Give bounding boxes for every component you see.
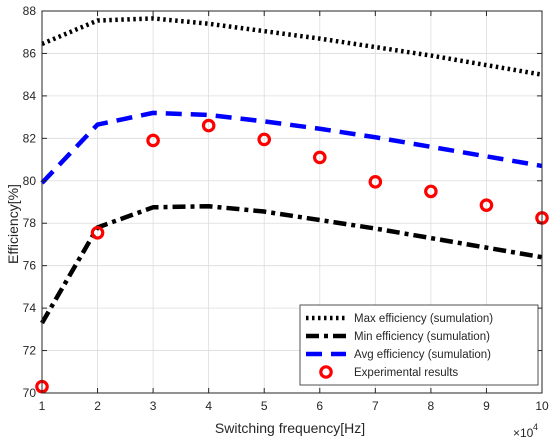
y-tick-label: 72 [23,344,37,358]
x-tick-label: 7 [372,399,379,413]
series-min-efficiency-sumulation [40,203,543,325]
series-max-efficiency-sumulation [41,16,543,77]
series-line [40,203,543,325]
legend-box [299,304,539,386]
x-multiplier-base: ×10 [513,426,534,440]
x-multiplier-exponent: 4 [533,422,538,432]
data-point [146,133,160,148]
x-tick-label: 1 [39,399,46,413]
x-tick-label: 6 [316,399,323,413]
legend-label: Min efficiency (sumulation) [354,331,490,343]
x-tick-label: 5 [261,399,268,413]
data-point [257,132,272,147]
x-tick-label: 2 [94,399,101,413]
data-point [479,198,494,212]
legend-label: Max efficiency (sumulation) [354,313,493,325]
y-tick-label: 80 [23,174,37,188]
legend-label: Avg efficiency (sumulation) [354,349,491,361]
data-point [201,118,216,133]
legend: Max efficiency (sumulation) Min efficienc… [299,304,539,386]
legend-marker [319,365,333,379]
plot-frame [41,10,543,394]
y-tick-label: 82 [23,131,37,145]
y-tick-label: 78 [23,216,37,230]
x-tick-label: 9 [483,399,490,413]
y-tick-label: 86 [23,46,37,60]
legend-item: Avg efficiency (sumulation) [306,349,491,361]
series-line [41,16,543,77]
y-tick-label: 88 [23,4,37,18]
legend-item: Max efficiency (sumulation) [306,313,493,325]
x-axis-label: Switching frequency[Hz] [215,420,365,436]
data-point [90,225,105,240]
series-avg-efficiency-sumulation [40,110,543,185]
series-line [40,110,543,185]
data-point [368,175,383,189]
x-axis-multiplier: ×10 4 [513,422,538,440]
y-axis-label: Efficiency[%] [5,184,21,264]
y-tick-label: 76 [23,259,37,273]
y-tick-label: 70 [23,386,37,400]
y-tick-label: 84 [23,89,37,103]
x-tick-label: 4 [205,399,212,413]
data-point [424,184,438,199]
legend-label: Experimental results [354,367,458,379]
x-tick-label: 3 [150,399,157,413]
x-tick-label: 10 [535,399,549,413]
y-tick-label: 74 [23,301,37,315]
data-point [312,150,327,165]
legend-item: Experimental results [319,365,458,379]
x-tick-label: 8 [428,399,435,413]
legend-item: Min efficiency (sumulation) [306,331,490,343]
